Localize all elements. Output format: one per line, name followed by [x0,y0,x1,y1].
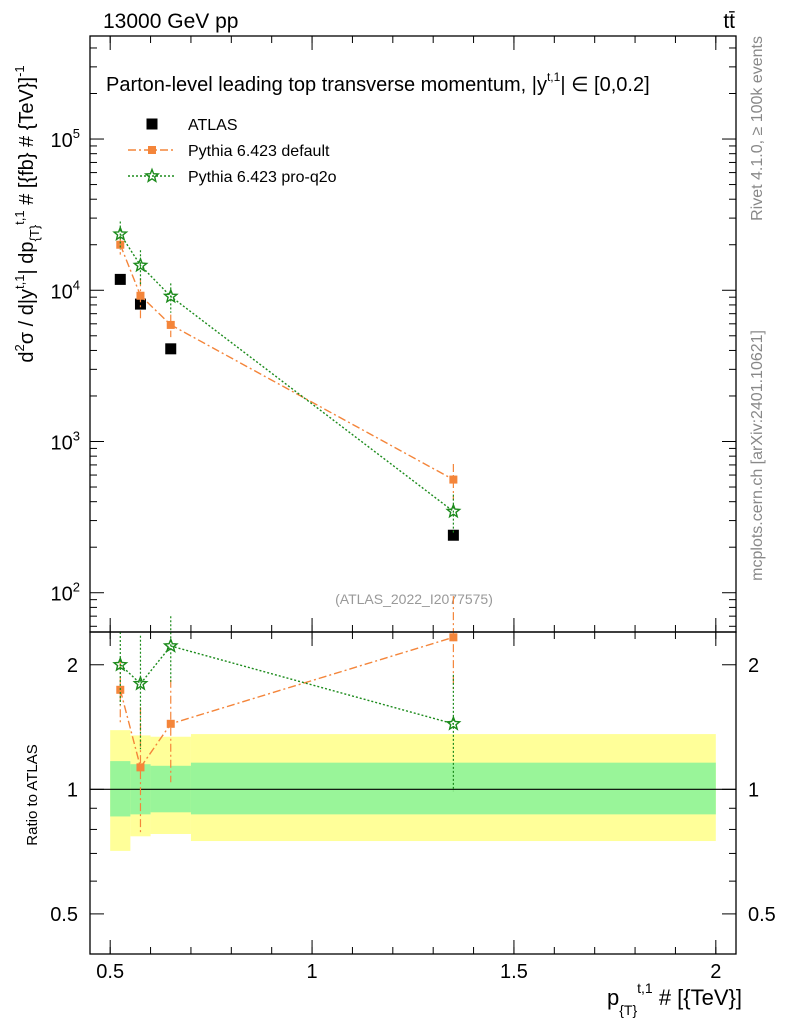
main-point-default [166,320,175,329]
ratio-point-proq2o [162,637,179,653]
ratio-y-tick-label: 2 [67,655,78,677]
ratio-panel: 0.5 0.5 1 1 2 2 0.5 1 1.5 2 Ratio to ATLAS p{T}t,… [24,596,776,1018]
main-panel: 102 103 104 105 Parton-level leading top tr… [12,35,737,633]
legend-label: ATLAS [188,117,238,134]
x-tick-label: 0.5 [96,961,124,983]
main-y-tick-label: 104 [51,277,80,303]
legend: ATLAS Pythia 6.423 default Pythia 6.423 pr… [128,117,337,186]
x-tick-label: 1.5 [500,961,528,983]
ratio-point-default [449,633,458,642]
mcplots-label: mcplots.cern.ch [arXiv:2401.10621] [749,330,766,581]
main-point-default [449,475,458,484]
main-point-atlas [114,273,126,285]
legend-item-default: Pythia 6.423 default [128,143,330,160]
main-point-default [116,240,125,249]
main-y-tick-label: 103 [51,428,80,454]
main-line-default [119,244,454,481]
main-y-tick-label: 102 [51,580,80,606]
main-point-atlas [165,343,177,355]
legend-marker [148,146,156,154]
rivet-label: Rivet 4.1.0, ≥ 100k events [749,36,766,221]
ratio-point-default [166,719,175,728]
main-point-proq2o [162,288,179,304]
ratio-y-axis-label: Ratio to ATLAS [24,744,41,845]
x-tick-label: 1 [307,961,318,983]
main-point-default [136,291,145,300]
main-point-atlas [447,529,459,541]
process-label: tt̄ [723,10,735,33]
legend-item-atlas: ATLAS [146,117,238,134]
main-line-proq2o [119,233,454,512]
main-point-atlas [134,298,146,310]
ratio-point-proq2o [112,656,129,672]
ratio-line-proq2o [119,645,454,725]
ratio-point-default [136,763,145,772]
ratio-point-proq2o [445,715,462,731]
x-tick-label: 2 [710,961,721,983]
legend-label: Pythia 6.423 default [188,143,330,160]
main-point-proq2o [445,502,462,519]
ratio-series-proq2o [112,616,462,792]
main-y-axis-label: d2σ / d|yt,1| dp{T}t,1 # [{fb} # {TeV}]-… [12,65,42,362]
ratio-point-proq2o [132,675,149,691]
ratio-frame [89,631,737,955]
ratio-y-tick-label-right: 2 [748,655,759,677]
legend-marker [143,167,161,183]
main-point-proq2o [112,225,129,242]
ratio-y-tick-label: 0.5 [50,904,78,926]
ratio-y-tick-label-right: 0.5 [748,904,776,926]
legend-item-proq2o: Pythia 6.423 pro-q2o [128,167,337,186]
ratio-y-tick-label-right: 1 [748,779,759,801]
legend-marker [146,118,158,130]
main-series-atlas [114,273,459,541]
x-axis-label: p{T}t,1 # [{TeV}] [607,980,742,1018]
plot-title-tail: | ∈ [0,0.2] [560,74,649,96]
energy-label: 13000 GeV pp [103,10,238,33]
ratio-y-tick-label: 1 [67,779,78,801]
plot-title-sup: t,1 [547,70,561,84]
main-series-proq2o [112,221,462,534]
plot-title-main: Parton-level leading top transverse mome… [106,74,547,96]
main-y-tick-label: 105 [51,126,80,152]
plot-title: Parton-level leading top transverse mome… [106,70,650,96]
watermark: (ATLAS_2022_I2077575) [335,591,493,607]
legend-label: Pythia 6.423 pro-q2o [188,169,337,186]
main-point-proq2o [132,256,149,273]
main-series-default [116,236,458,501]
